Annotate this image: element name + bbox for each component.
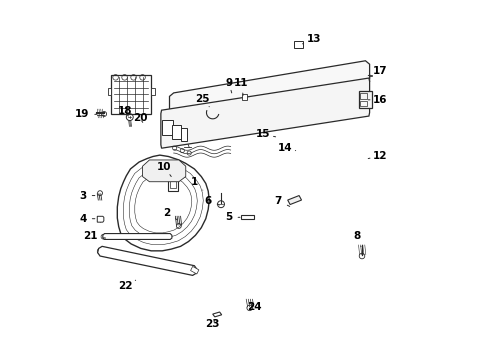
PathPatch shape (287, 195, 301, 204)
PathPatch shape (102, 234, 172, 239)
Text: 5: 5 (225, 212, 240, 222)
PathPatch shape (241, 215, 254, 219)
Text: 19: 19 (75, 109, 97, 119)
Text: 25: 25 (195, 94, 209, 107)
PathPatch shape (242, 94, 246, 100)
Text: 4: 4 (79, 214, 95, 224)
Text: 8: 8 (352, 231, 360, 247)
PathPatch shape (358, 91, 371, 108)
Text: 11: 11 (233, 77, 248, 95)
Text: 9: 9 (225, 77, 232, 93)
Text: 14: 14 (277, 143, 295, 153)
Text: 20: 20 (133, 113, 147, 123)
PathPatch shape (108, 89, 111, 95)
PathPatch shape (97, 216, 103, 222)
PathPatch shape (212, 312, 221, 317)
PathPatch shape (169, 172, 176, 178)
PathPatch shape (190, 266, 199, 274)
PathPatch shape (151, 89, 154, 95)
Text: 10: 10 (157, 162, 171, 176)
Text: 1: 1 (190, 177, 203, 190)
Text: 24: 24 (246, 302, 261, 312)
Text: 13: 13 (302, 34, 320, 44)
Text: 23: 23 (205, 319, 220, 329)
PathPatch shape (161, 120, 172, 135)
Text: 2: 2 (163, 208, 177, 220)
PathPatch shape (169, 61, 369, 117)
PathPatch shape (169, 181, 176, 188)
PathPatch shape (172, 125, 180, 139)
PathPatch shape (111, 75, 151, 114)
Text: 6: 6 (204, 196, 219, 206)
PathPatch shape (98, 246, 196, 275)
PathPatch shape (142, 160, 185, 182)
Text: 22: 22 (118, 280, 135, 292)
Text: 21: 21 (83, 231, 105, 241)
Text: 12: 12 (367, 151, 386, 161)
PathPatch shape (117, 155, 209, 251)
Text: 16: 16 (367, 95, 386, 105)
PathPatch shape (161, 78, 369, 148)
Text: 15: 15 (256, 129, 275, 139)
PathPatch shape (168, 169, 178, 192)
PathPatch shape (293, 41, 302, 48)
PathPatch shape (180, 128, 187, 141)
Text: 7: 7 (274, 196, 289, 206)
Text: 3: 3 (80, 190, 95, 201)
Text: 18: 18 (118, 106, 132, 116)
Text: 17: 17 (367, 66, 386, 76)
